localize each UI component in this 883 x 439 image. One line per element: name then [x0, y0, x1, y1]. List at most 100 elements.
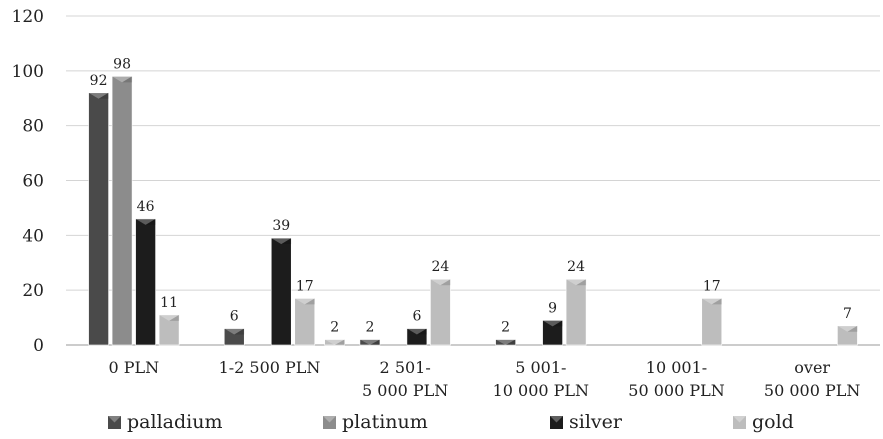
bar-cap-highlight	[159, 314, 180, 321]
bar-gold	[565, 278, 587, 346]
bar-face	[406, 328, 428, 346]
legend-label: silver	[569, 411, 623, 433]
bar-cap-shadow	[440, 279, 451, 286]
bar-cap-shadow	[711, 298, 722, 305]
category-label: 0 PLN	[109, 358, 160, 377]
data-label-palladium: 92	[90, 73, 108, 89]
bar-face	[223, 328, 245, 346]
bar-cap-shadow	[552, 320, 563, 327]
bar-gold	[837, 325, 858, 346]
legend-item-gold: gold	[733, 411, 794, 433]
data-label-platinum: 98	[113, 56, 131, 72]
y-tick-label: 100	[12, 62, 44, 82]
bar-face	[88, 92, 109, 346]
y-tick-label: 0	[33, 336, 44, 356]
legend-swatch-cap	[550, 416, 563, 423]
category-label: 5 001-	[515, 358, 566, 377]
bar-cap-highlight	[271, 238, 292, 245]
bar-gold-extra	[324, 339, 345, 346]
bar-silver	[135, 218, 156, 346]
data-label-gold: 7	[843, 306, 852, 322]
category-label: over	[794, 358, 830, 377]
bar-face	[495, 339, 516, 346]
bar-gold	[430, 278, 451, 346]
bars	[88, 76, 858, 346]
data-label-silver: 9	[548, 300, 557, 316]
data-label-gold-extra: 2	[330, 320, 339, 336]
bar-cap-shadow	[122, 76, 133, 83]
bar-cap-highlight	[324, 339, 345, 345]
bar-face	[294, 298, 316, 346]
gridlines	[66, 15, 880, 346]
data-label-gold: 24	[432, 259, 450, 275]
bar-face	[430, 278, 451, 346]
y-tick-label: 40	[22, 226, 44, 246]
bar-face	[135, 218, 156, 346]
category-label: 1-2 500 PLN	[219, 358, 321, 377]
bar-face	[158, 314, 180, 346]
bar-gold	[294, 298, 316, 346]
bar-cap-highlight	[430, 279, 451, 286]
bar-cap-highlight	[294, 298, 315, 305]
bar-cap-shadow	[416, 328, 427, 335]
bar-cap-shadow	[169, 314, 180, 321]
legend-label: palladium	[127, 411, 222, 433]
y-tick-label: 120	[12, 7, 44, 27]
legend-item-platinum: platinum	[323, 411, 428, 433]
legend-swatch	[733, 416, 746, 429]
bar-silver	[406, 328, 428, 346]
bar-cap-highlight	[495, 339, 516, 345]
data-label-gold: 17	[703, 278, 721, 294]
bar-silver	[542, 320, 563, 346]
data-label-gold: 17	[296, 278, 314, 294]
category-label: 50 000 PLN	[764, 381, 860, 400]
legend-swatch-cap	[108, 416, 121, 423]
bar-cap-shadow	[369, 339, 380, 345]
bar-face	[111, 76, 133, 346]
bar-face	[701, 298, 723, 346]
category-label: 10 000 PLN	[493, 381, 589, 400]
legend: palladium platinum silver gold	[108, 411, 794, 433]
legend-label: gold	[752, 411, 794, 433]
bar-face	[565, 278, 587, 346]
data-label-silver: 46	[137, 199, 155, 215]
bar-cap-highlight	[88, 92, 109, 99]
bar-palladium	[223, 328, 245, 346]
legend-swatch	[550, 416, 563, 429]
bar-silver	[270, 237, 292, 346]
data-label-palladium: 2	[365, 320, 374, 336]
category-label: 10 001-	[646, 358, 707, 377]
data-label-silver: 39	[272, 218, 290, 234]
x-axis-categories: 0 PLN 1-2 500 PLN 2 501- 5 000 PLN 5 001- 10 …	[109, 358, 861, 400]
bar-face	[542, 320, 563, 346]
data-label-gold: 11	[160, 295, 178, 311]
bar-gold	[701, 298, 723, 346]
legend-swatch-cap	[323, 416, 336, 423]
bar-platinum	[111, 76, 133, 346]
bar-cap-highlight	[112, 76, 133, 83]
data-label-palladium: 6	[230, 309, 239, 325]
category-label: 2 501-	[380, 358, 431, 377]
bar-cap-shadow	[334, 339, 345, 345]
category-label: 5 000 PLN	[362, 381, 448, 400]
bar-cap-highlight	[224, 328, 245, 335]
legend-item-palladium: palladium	[108, 411, 222, 433]
bar-cap-shadow	[145, 218, 156, 225]
bar-palladium	[359, 339, 381, 346]
bar-cap-highlight	[542, 320, 563, 327]
bar-cap-shadow	[304, 298, 315, 305]
bar-palladium	[495, 339, 516, 346]
bar-cap-shadow	[576, 279, 587, 286]
y-tick-label: 60	[22, 172, 44, 192]
y-axis-ticks: 0 20 40 60 80 100 120	[12, 7, 44, 356]
bar-palladium	[88, 92, 109, 346]
legend-swatch-cap	[733, 416, 746, 423]
bar-face	[837, 325, 858, 346]
category-label: 50 000 PLN	[628, 381, 724, 400]
bar-cap-shadow	[98, 92, 109, 99]
bar-gold	[158, 314, 180, 346]
data-labels: 92 98 46 11 2 6 39 17 2 6 24 2 9 24 17 7	[90, 56, 852, 335]
bar-cap-highlight	[837, 325, 858, 332]
legend-item-silver: silver	[550, 411, 623, 433]
